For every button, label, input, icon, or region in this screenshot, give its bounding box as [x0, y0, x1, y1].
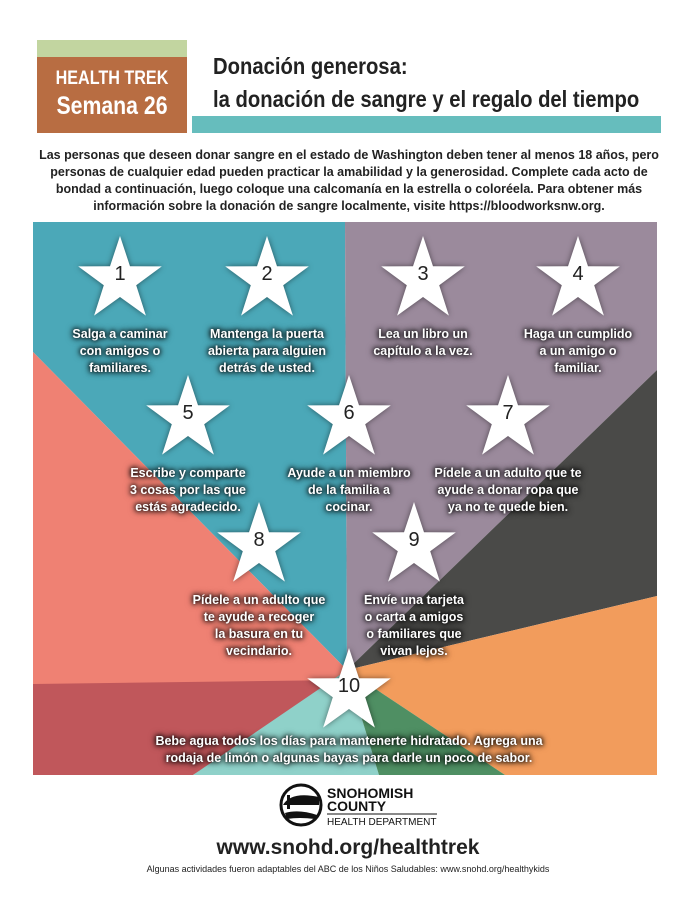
activity-line: Pídele a un adulto que te [434, 466, 582, 480]
badge-title: HEALTH TREK [55, 68, 169, 89]
star-number: 8 [253, 529, 265, 551]
star-2[interactable]: 2 [223, 233, 311, 317]
activity-line: capítulo a la vez. [373, 344, 473, 358]
activity-text-10: Bebe agua todos los días para mantenerte… [155, 733, 542, 767]
activity-line: detrás de usted. [219, 361, 315, 375]
activity-line: 3 cosas por las que [129, 483, 247, 497]
activity-line: o carta a amigos [364, 610, 464, 624]
activity-line: de la familia a [308, 483, 390, 497]
star-icon [536, 236, 620, 316]
badge-accent [37, 40, 187, 57]
activity-line: abierta para alguien [207, 344, 327, 358]
star-6[interactable]: 6 [305, 372, 393, 456]
week-badge: HEALTH TREK Semana 26 [37, 57, 187, 133]
star-number: 3 [417, 263, 429, 285]
activity-text-3: Lea un libro un capítulo a la vez. [373, 326, 472, 360]
activity-text-5: Escribe y comparte 3 cosas por las que est… [130, 465, 246, 516]
wedge-orange [347, 596, 657, 775]
star-number: 7 [502, 402, 514, 424]
activity-text-8: Pídele a un adulto que te ayude a recoger… [193, 592, 326, 660]
title-bar [192, 116, 661, 133]
activity-line: rodaja de limón o algunas bayas para dar… [165, 751, 533, 765]
healthtrek-url[interactable]: www.snohd.org/healthtrek [216, 836, 480, 859]
title-line-2: la donación de sangre y el regalo del ti… [213, 86, 640, 112]
logo-text-1: SNOHOMISH [327, 785, 413, 801]
activity-text-9: Envíe una tarjeta o carta a amigos o famil… [364, 592, 464, 660]
page-title: Donación generosa: la donación de sangre… [213, 50, 639, 116]
credit-text: Algunas actividades fueron adaptables de… [146, 864, 550, 874]
snohomish-county-logo: SNOHOMISH COUNTY HEALTH DEPARTMENT [279, 783, 437, 828]
activity-line: cocinar. [325, 500, 373, 514]
activity-line: con amigos o [79, 344, 161, 358]
wedge-grey [347, 370, 657, 670]
activity-panel: 1 Salga a caminar con amigos o familiares. 2… [33, 222, 657, 775]
star-number: 2 [261, 263, 273, 285]
star-4[interactable]: 4 [534, 233, 622, 317]
star-number: 10 [337, 675, 361, 697]
star-icon [225, 236, 309, 316]
activity-line: Pídele a un adulto que [192, 593, 326, 607]
title-line-1: Donación generosa: [213, 53, 408, 79]
activity-line: vecindario. [226, 644, 292, 658]
star-number: 5 [182, 402, 194, 424]
activity-text-1: Salga a caminar con amigos o familiares. [72, 326, 167, 377]
star-icon [381, 236, 465, 316]
activity-line: o familiares que [366, 627, 462, 641]
badge-week: Semana 26 [56, 92, 168, 120]
activity-line: vivan lejos. [380, 644, 448, 658]
activity-line: familiar. [554, 361, 602, 375]
wedge-darkred [33, 680, 347, 775]
star-7[interactable]: 7 [464, 372, 552, 456]
wedge-green [347, 670, 505, 775]
activity-line: Bebe agua todos los días para mantenerte… [155, 734, 543, 748]
star-number: 6 [343, 402, 355, 424]
activity-line: Ayude a un miembro [287, 466, 411, 480]
star-icon [372, 502, 456, 582]
activity-text-2: Mantenga la puerta abierta para alguien de… [208, 326, 326, 377]
star-icon [217, 502, 301, 582]
activity-text-7: Pídele a un adulto que te ayude a donar r… [434, 465, 581, 516]
activity-line: Envíe una tarjeta [363, 593, 465, 607]
star-number: 4 [572, 263, 584, 285]
star-icon [307, 648, 391, 728]
star-3[interactable]: 3 [379, 233, 467, 317]
intro-text: Las personas que deseen donar sangre en … [39, 148, 659, 213]
wedge-salmon [33, 352, 347, 684]
star-icon [146, 375, 230, 455]
activity-line: estás agradecido. [135, 500, 241, 514]
activity-line: a un amigo o [539, 344, 617, 358]
activity-line: Mantenga la puerta [210, 327, 324, 341]
star-number: 1 [114, 263, 126, 285]
star-10[interactable]: 10 [305, 645, 393, 729]
activity-line: Salga a caminar [72, 327, 168, 341]
activity-line: Haga un cumplido [523, 327, 633, 341]
activity-text-4: Haga un cumplido a un amigo o familiar. [524, 326, 632, 377]
logo-text-3: HEALTH DEPARTMENT [327, 817, 436, 828]
activity-line: familiares. [89, 361, 151, 375]
star-icon [466, 375, 550, 455]
logo-text-2: COUNTY [327, 798, 387, 814]
activity-line: Escribe y comparte [130, 466, 246, 480]
activity-line: te ayude a recoger [203, 610, 315, 624]
star-icon [307, 375, 391, 455]
activity-line: ayude a donar ropa que [437, 483, 579, 497]
activity-line: ya no te quede bien. [447, 500, 569, 514]
star-1[interactable]: 1 [76, 233, 164, 317]
star-9[interactable]: 9 [370, 499, 458, 583]
star-8[interactable]: 8 [215, 499, 303, 583]
star-5[interactable]: 5 [144, 372, 232, 456]
activity-line: la basura en tu [214, 627, 304, 641]
star-number: 9 [408, 529, 420, 551]
star-icon [78, 236, 162, 316]
activity-line: Lea un libro un [378, 327, 468, 341]
activity-text-6: Ayude a un miembro de la familia a cocinar… [287, 465, 410, 516]
